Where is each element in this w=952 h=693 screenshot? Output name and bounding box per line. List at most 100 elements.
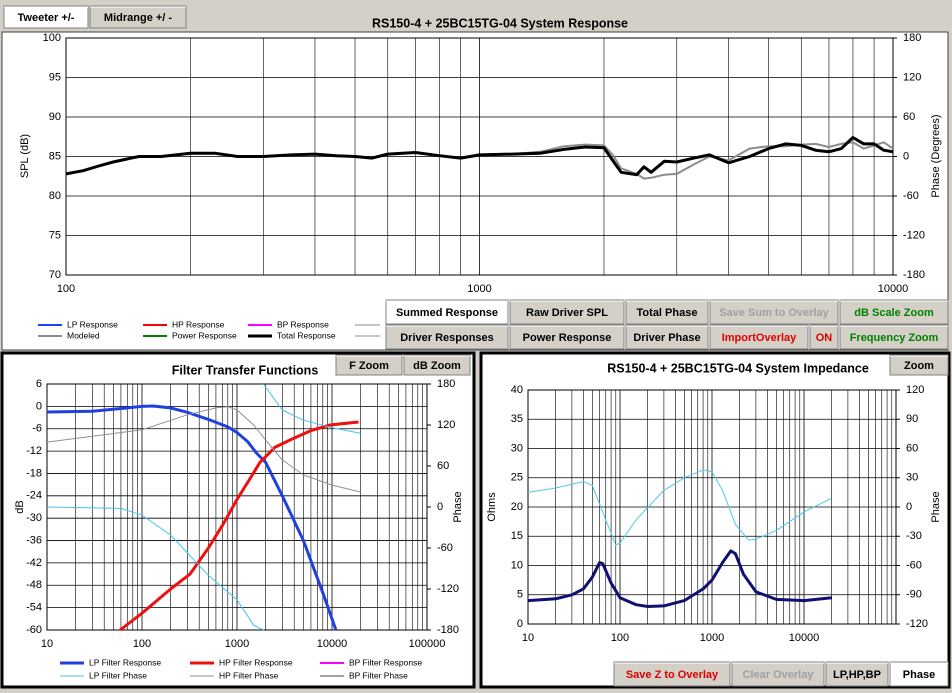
y-tick-label: 20 — [511, 501, 523, 513]
button[interactable] — [889, 354, 949, 376]
button-label[interactable]: LP,HP,BP — [833, 669, 881, 681]
button[interactable] — [889, 661, 949, 687]
y-tick-label: 70 — [49, 269, 61, 281]
y-tick-label: 95 — [49, 71, 61, 83]
y2-tick-label: -180 — [437, 624, 459, 636]
button[interactable] — [335, 354, 403, 376]
y2-tick-label: 120 — [903, 71, 921, 83]
button[interactable] — [709, 324, 809, 350]
button[interactable] — [625, 299, 709, 325]
button-label[interactable]: Phase — [903, 669, 935, 681]
button-label[interactable]: ImportOverlay — [722, 332, 797, 344]
button-label[interactable]: F Zoom — [349, 360, 389, 372]
y2-axis-label: Phase — [930, 491, 942, 522]
button-label[interactable]: Zoom — [904, 360, 934, 372]
y2-tick-label: 0 — [906, 501, 912, 513]
y-tick-label: 100 — [43, 32, 61, 44]
legend-label: HP Filter Response — [219, 657, 293, 667]
button[interactable] — [385, 299, 509, 325]
button[interactable] — [731, 661, 825, 687]
y-tick-label: -24 — [26, 490, 42, 502]
button-label[interactable]: Clear Overlay — [743, 669, 815, 681]
button-label[interactable]: Power Response — [523, 332, 612, 344]
x-tick-label: 10000 — [317, 638, 348, 650]
button-label[interactable]: Midrange +/ - — [104, 12, 172, 24]
y-axis-label: Ohms — [486, 492, 498, 522]
y-tick-label: 5 — [517, 589, 523, 601]
x-tick-label: 10000 — [789, 632, 820, 644]
y-tick-label: 15 — [511, 530, 523, 542]
y2-tick-label: -60 — [903, 190, 919, 202]
button-label[interactable]: dB Zoom — [413, 360, 461, 372]
y2-axis-label: Phase (Degrees) — [930, 114, 942, 197]
y2-tick-label: 0 — [437, 501, 443, 513]
y-axis-label: SPL (dB) — [19, 134, 31, 178]
button[interactable] — [839, 299, 949, 325]
y-tick-label: -60 — [26, 624, 42, 636]
button[interactable] — [385, 324, 509, 350]
legend-label: HP Response — [172, 319, 225, 329]
y-tick-label: 0 — [517, 618, 523, 630]
button[interactable] — [509, 299, 625, 325]
y2-tick-label: 60 — [903, 111, 915, 123]
button-label[interactable]: Frequency Zoom — [850, 332, 939, 344]
y-tick-label: 35 — [511, 413, 523, 425]
button[interactable] — [625, 324, 709, 350]
button-label[interactable]: Tweeter +/- — [18, 12, 75, 24]
y2-tick-label: 30 — [906, 472, 918, 484]
y-tick-label: 30 — [511, 442, 523, 454]
button[interactable] — [709, 299, 839, 325]
y2-tick-label: 120 — [906, 384, 924, 396]
button-label[interactable]: Total Phase — [637, 307, 698, 319]
button[interactable] — [839, 324, 949, 350]
x-tick-label: 10 — [41, 638, 53, 650]
button-label[interactable]: Summed Response — [396, 307, 498, 319]
series-line — [65, 136, 894, 177]
y2-tick-label: -120 — [906, 618, 928, 630]
legend-label: BP Filter Phase — [349, 670, 408, 680]
chart-title: Filter Transfer Functions — [172, 363, 319, 377]
y2-tick-label: -60 — [906, 559, 922, 571]
series-line — [46, 404, 338, 631]
chart-title: RS150-4 + 25BC15TG-04 System Impedance — [607, 361, 869, 375]
legend-label: Modeled — [67, 330, 100, 340]
button-label[interactable]: Driver Phase — [633, 332, 700, 344]
legend-label: HP Filter Phase — [219, 670, 279, 680]
button[interactable] — [89, 5, 187, 29]
button[interactable] — [509, 324, 625, 350]
y2-tick-label: -120 — [903, 229, 925, 241]
y2-tick-label: 180 — [437, 378, 455, 390]
button-label[interactable]: ON — [816, 332, 833, 344]
legend-label: LP Response — [67, 319, 118, 329]
y-tick-label: -6 — [32, 423, 42, 435]
x-tick-label: 1000 — [700, 632, 724, 644]
button-label[interactable]: Raw Driver SPL — [526, 307, 608, 319]
button-label[interactable]: Driver Responses — [400, 332, 494, 344]
button[interactable] — [825, 661, 889, 687]
y-tick-label: -12 — [26, 445, 42, 457]
legend-label: BP Filter Response — [349, 657, 422, 667]
y2-tick-label: 90 — [906, 413, 918, 425]
y-tick-label: -42 — [26, 557, 42, 569]
legend-label: LP Filter Response — [89, 657, 161, 667]
legend-label: BP Response — [277, 319, 329, 329]
y2-tick-label: -30 — [906, 530, 922, 542]
y-tick-label: -36 — [26, 534, 42, 546]
button[interactable] — [403, 354, 471, 376]
x-tick-label: 100000 — [409, 638, 446, 650]
chart-title: RS150-4 + 25BC15TG-04 System Response — [372, 16, 628, 30]
x-tick-label: 100 — [57, 283, 75, 295]
y-tick-label: 25 — [511, 472, 523, 484]
legend-label: Total Response — [277, 330, 336, 340]
button-label[interactable]: Save Z to Overlay — [626, 669, 719, 681]
y-tick-label: 80 — [49, 190, 61, 202]
button[interactable] — [3, 5, 89, 29]
button-label[interactable]: dB Scale Zoom — [854, 307, 934, 319]
y-tick-label: 40 — [511, 384, 523, 396]
button-label[interactable]: Save Sum to Overlay — [719, 307, 829, 319]
series-line — [527, 469, 832, 546]
button[interactable] — [809, 324, 839, 350]
y2-tick-label: -120 — [437, 583, 459, 595]
button[interactable] — [613, 661, 731, 687]
